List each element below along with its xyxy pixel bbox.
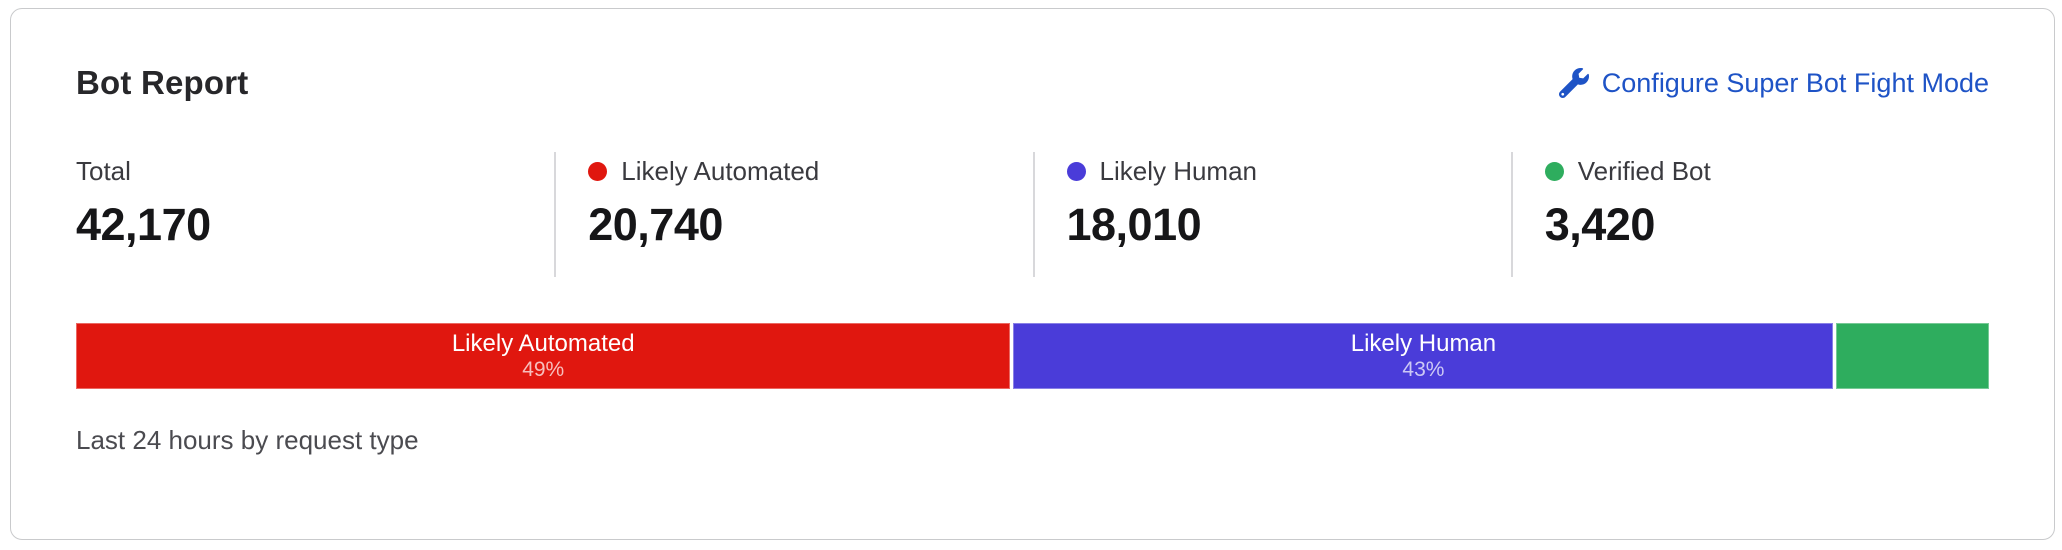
bar-segment-likely-human: Likely Human 43% xyxy=(1013,323,1834,389)
stat-label: Likely Human xyxy=(1099,156,1258,186)
stat-value: 20,740 xyxy=(588,199,723,250)
bot-report-card: Bot Report Configure Super Bot Fight Mod… xyxy=(10,8,2055,540)
bar-segment-likely-automated: Likely Automated 49% xyxy=(76,323,1011,389)
page-title: Bot Report xyxy=(76,64,249,101)
stats-row: Total 42,170 Likely Automated 20,740 Lik… xyxy=(76,152,1989,277)
stat-label: Likely Automated xyxy=(621,156,820,186)
bar-caption: Last 24 hours by request type xyxy=(76,425,419,455)
stat-value: 3,420 xyxy=(1544,199,1656,250)
bar-segment-label: Likely Automated xyxy=(451,330,635,358)
bar-segment-label: Likely Human xyxy=(1350,330,1497,358)
wrench-icon xyxy=(1558,68,1589,98)
stat-likely-automated: Likely Automated 20,740 xyxy=(554,152,1032,277)
bar-segment-percent: 43% xyxy=(1402,357,1445,381)
stat-total: Total 42,170 xyxy=(76,152,554,277)
stat-verified-bot: Verified Bot 3,420 xyxy=(1510,152,1989,277)
stat-label: Total xyxy=(76,156,131,186)
bar-segment-percent: 49% xyxy=(522,357,565,381)
stat-label: Verified Bot xyxy=(1577,156,1711,186)
bar-segment-verified-bot xyxy=(1836,323,1989,389)
configure-super-bot-fight-mode-link[interactable]: Configure Super Bot Fight Mode xyxy=(1558,67,1989,99)
stat-value: 42,170 xyxy=(76,199,211,250)
configure-link-label: Configure Super Bot Fight Mode xyxy=(1601,67,1989,98)
card-header: Bot Report Configure Super Bot Fight Mod… xyxy=(76,64,1989,102)
request-type-stacked-bar: Likely Automated 49% Likely Human 43% xyxy=(76,323,1989,389)
likely-automated-dot-icon xyxy=(588,162,608,181)
stat-likely-human: Likely Human 18,010 xyxy=(1032,152,1511,277)
likely-human-dot-icon xyxy=(1066,162,1086,181)
stat-value: 18,010 xyxy=(1066,199,1202,250)
verified-bot-dot-icon xyxy=(1544,162,1564,181)
